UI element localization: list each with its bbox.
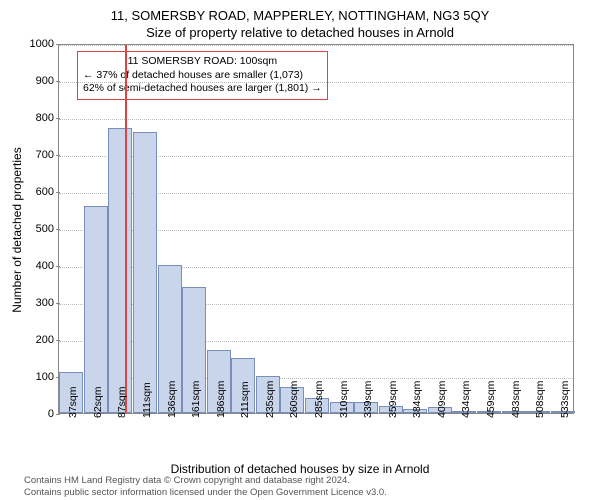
x-tick-label: 87sqm <box>116 386 128 418</box>
y-tick-label: 900 <box>14 75 54 87</box>
y-tick-label: 1000 <box>14 38 54 50</box>
x-tick-label: 409sqm <box>436 381 448 418</box>
chart-subtitle: Size of property relative to detached ho… <box>0 23 600 40</box>
annotation-callout: 11 SOMERSBY ROAD: 100sqm ← 37% of detach… <box>77 51 328 100</box>
x-tick-label: 508sqm <box>534 381 546 418</box>
x-tick-label: 136sqm <box>166 381 178 418</box>
histogram-bar <box>84 206 108 413</box>
x-tick-label: 533sqm <box>559 381 571 418</box>
x-tick-label: 37sqm <box>67 386 79 418</box>
x-tick-label: 434sqm <box>460 381 472 418</box>
x-tick-label: 359sqm <box>387 381 399 418</box>
x-tick-label: 483sqm <box>510 381 522 418</box>
y-tick-label: 800 <box>14 112 54 124</box>
x-tick-label: 211sqm <box>239 381 251 418</box>
y-tick-label: 100 <box>14 371 54 383</box>
y-tick-label: 600 <box>14 186 54 198</box>
chart-container: 11, SOMERSBY ROAD, MAPPERLEY, NOTTINGHAM… <box>0 0 600 500</box>
x-tick-label: 384sqm <box>411 381 423 418</box>
x-tick-label: 161sqm <box>190 381 202 418</box>
y-tick-label: 500 <box>14 223 54 235</box>
annotation-line: ← 37% of detached houses are smaller (1,… <box>83 69 322 83</box>
y-tick-label: 400 <box>14 260 54 272</box>
x-tick-label: 186sqm <box>215 381 227 418</box>
x-axis-label: Distribution of detached houses by size … <box>0 462 600 476</box>
annotation-line: 62% of semi-detached houses are larger (… <box>83 82 322 96</box>
x-tick-label: 111sqm <box>141 382 153 418</box>
gridline <box>59 45 573 46</box>
x-tick-label: 62sqm <box>92 386 104 418</box>
property-marker-line <box>125 45 127 413</box>
x-tick-label: 235sqm <box>264 381 276 418</box>
plot-area: 11 SOMERSBY ROAD: 100sqm ← 37% of detach… <box>58 44 574 414</box>
footer-line: Contains public sector information licen… <box>24 487 387 498</box>
histogram-bar <box>108 128 132 413</box>
y-tick-label: 0 <box>14 408 54 420</box>
x-tick-label: 260sqm <box>288 381 300 418</box>
x-tick-label: 459sqm <box>485 381 497 418</box>
x-tick-label: 285sqm <box>313 381 325 418</box>
footer-line: Contains HM Land Registry data © Crown c… <box>24 475 387 486</box>
histogram-bar <box>133 132 157 413</box>
y-tick-label: 200 <box>14 334 54 346</box>
footer-attribution: Contains HM Land Registry data © Crown c… <box>24 475 387 498</box>
x-tick-label: 310sqm <box>338 381 350 418</box>
gridline <box>59 119 573 120</box>
y-tick-label: 700 <box>14 149 54 161</box>
x-tick-label: 339sqm <box>362 381 374 418</box>
gridline <box>59 82 573 83</box>
y-tick-label: 300 <box>14 297 54 309</box>
chart-title: 11, SOMERSBY ROAD, MAPPERLEY, NOTTINGHAM… <box>0 0 600 23</box>
annotation-line: 11 SOMERSBY ROAD: 100sqm <box>83 55 322 69</box>
